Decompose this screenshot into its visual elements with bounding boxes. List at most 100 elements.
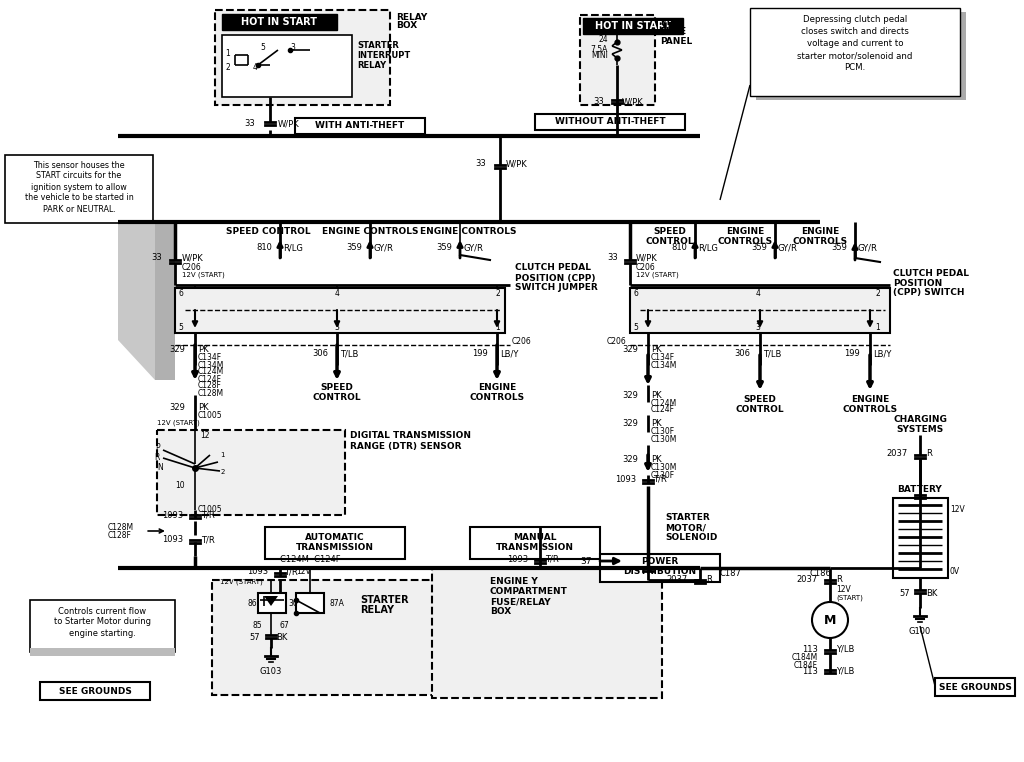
- Text: TRANSMISSION: TRANSMISSION: [296, 543, 374, 552]
- Text: W/PK: W/PK: [636, 254, 657, 262]
- Text: GY/R: GY/R: [463, 244, 483, 252]
- Text: P: P: [156, 443, 160, 453]
- Text: C184F: C184F: [794, 661, 818, 671]
- Bar: [222, 14, 337, 30]
- Text: 1093: 1093: [247, 568, 268, 577]
- Text: R/LG: R/LG: [283, 244, 303, 252]
- Text: 306: 306: [312, 350, 328, 358]
- Text: W/PK: W/PK: [506, 159, 527, 168]
- Text: LB/Y: LB/Y: [873, 350, 891, 358]
- Text: FUSE: FUSE: [660, 27, 686, 37]
- Polygon shape: [264, 596, 278, 606]
- Text: PK: PK: [651, 420, 662, 428]
- Text: 359: 359: [346, 244, 362, 252]
- Text: POSITION: POSITION: [893, 278, 942, 287]
- Text: C128F: C128F: [198, 382, 222, 390]
- Text: to Starter Motor during: to Starter Motor during: [53, 617, 151, 626]
- Text: PK: PK: [198, 404, 209, 412]
- Text: C130F: C130F: [651, 470, 675, 479]
- Bar: [30, 648, 175, 656]
- Text: CONTROL: CONTROL: [646, 236, 694, 245]
- Text: C134F: C134F: [198, 354, 222, 363]
- Bar: [212, 580, 527, 695]
- Text: CHARGING: CHARGING: [893, 415, 947, 424]
- Text: SPEED: SPEED: [743, 395, 776, 405]
- Text: engine starting.: engine starting.: [69, 629, 135, 638]
- Text: W/PK: W/PK: [182, 254, 204, 262]
- Text: ENGINE CONTROLS: ENGINE CONTROLS: [420, 228, 516, 236]
- Text: RELAY: RELAY: [396, 14, 427, 23]
- Text: HOT IN START: HOT IN START: [241, 17, 317, 27]
- Text: voltage and current to: voltage and current to: [807, 40, 903, 49]
- Text: C124M: C124M: [198, 367, 224, 376]
- Text: 2037: 2037: [667, 575, 688, 584]
- Text: 2037: 2037: [797, 575, 818, 584]
- Text: 2: 2: [225, 63, 230, 72]
- Text: GY/R: GY/R: [778, 244, 798, 252]
- Text: C134M: C134M: [198, 360, 224, 370]
- Text: 12V: 12V: [950, 505, 965, 514]
- Bar: [295, 118, 425, 134]
- Bar: [750, 8, 961, 96]
- Bar: [265, 527, 406, 559]
- Text: ENGINE CONTROLS: ENGINE CONTROLS: [322, 228, 418, 236]
- Text: BK: BK: [926, 588, 937, 597]
- Text: 12V (START): 12V (START): [157, 420, 200, 426]
- Text: 12V (START): 12V (START): [636, 272, 679, 278]
- Text: 329: 329: [623, 456, 638, 465]
- Text: C206: C206: [636, 262, 655, 271]
- Text: R: R: [836, 575, 842, 584]
- Text: 113: 113: [802, 645, 818, 654]
- Text: 1: 1: [496, 324, 501, 332]
- Text: 4: 4: [756, 289, 761, 297]
- Text: 7.5A: 7.5A: [591, 46, 608, 55]
- Text: BK: BK: [276, 632, 288, 642]
- Text: 329: 329: [623, 345, 638, 354]
- Text: G100: G100: [909, 627, 931, 636]
- Text: 0V: 0V: [950, 568, 961, 577]
- Bar: [432, 568, 662, 698]
- Text: T/LB: T/LB: [763, 350, 781, 358]
- Text: M: M: [824, 613, 837, 626]
- Text: SOLENOID: SOLENOID: [665, 533, 718, 543]
- Text: C128F: C128F: [108, 530, 132, 539]
- Text: 2: 2: [876, 289, 881, 297]
- Text: PARK or NEUTRAL.: PARK or NEUTRAL.: [43, 204, 116, 213]
- Text: 33: 33: [245, 120, 255, 129]
- Text: CONTROLS: CONTROLS: [718, 236, 772, 245]
- Text: RANGE (DTR) SENSOR: RANGE (DTR) SENSOR: [350, 441, 462, 450]
- Text: G103: G103: [260, 668, 283, 677]
- Text: COMPARTMENT: COMPARTMENT: [490, 588, 568, 597]
- Text: GY/R: GY/R: [858, 244, 878, 252]
- Text: SEE GROUNDS: SEE GROUNDS: [58, 687, 131, 696]
- Text: 113: 113: [802, 667, 818, 675]
- Text: R/LG: R/LG: [698, 244, 718, 252]
- Text: PK: PK: [651, 456, 662, 465]
- Text: C206: C206: [606, 338, 626, 347]
- Text: C124F: C124F: [198, 374, 222, 383]
- Bar: [470, 527, 600, 559]
- Text: CLUTCH PEDAL: CLUTCH PEDAL: [515, 264, 591, 273]
- Text: 329: 329: [169, 345, 185, 354]
- Text: C128M: C128M: [108, 523, 134, 532]
- Bar: [630, 288, 890, 333]
- Text: C130M: C130M: [651, 463, 677, 472]
- Text: 87A: 87A: [330, 598, 345, 607]
- Text: PCM.: PCM.: [845, 63, 865, 72]
- Text: CONTROL: CONTROL: [735, 405, 784, 415]
- Text: 4: 4: [253, 63, 257, 72]
- Text: RELAY: RELAY: [357, 60, 386, 69]
- Text: 4: 4: [335, 289, 339, 297]
- Text: STARTER: STARTER: [665, 514, 710, 523]
- Text: 86: 86: [248, 598, 257, 607]
- Text: ignition system to allow: ignition system to allow: [31, 183, 127, 191]
- Bar: [222, 35, 352, 97]
- Text: C184M: C184M: [792, 654, 818, 662]
- Text: R: R: [926, 450, 932, 459]
- Bar: [756, 12, 966, 100]
- Bar: [40, 682, 150, 700]
- Text: ENGINE: ENGINE: [851, 395, 889, 405]
- Text: 1093: 1093: [162, 511, 183, 520]
- Text: WITHOUT ANTI-THEFT: WITHOUT ANTI-THEFT: [555, 117, 666, 126]
- Text: SPEED: SPEED: [653, 228, 686, 236]
